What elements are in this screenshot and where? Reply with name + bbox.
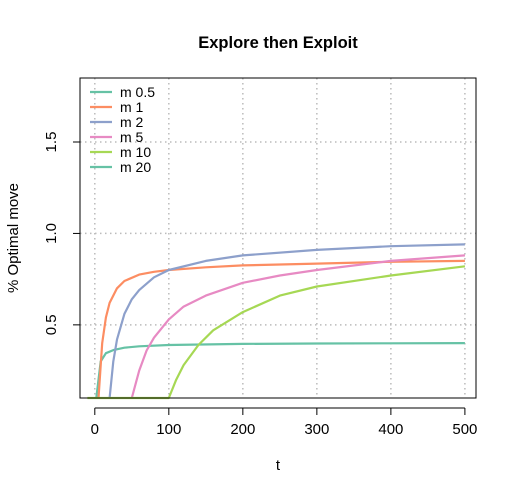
x-axis-label: t	[276, 457, 281, 474]
y-tick-label: 1.5	[43, 132, 60, 153]
series-line	[87, 265, 466, 400]
chart-title: Explore then Exploit	[198, 34, 358, 52]
legend-label: m 5	[120, 129, 144, 145]
x-tick-label: 500	[452, 421, 477, 438]
legend-label: m 10	[120, 144, 151, 160]
legend-label: m 1	[120, 99, 144, 115]
legend-label: m 0.5	[120, 84, 155, 100]
x-tick-label: 100	[156, 421, 181, 438]
y-tick-label: 0.5	[43, 314, 60, 335]
x-tick-label: 300	[304, 421, 329, 438]
y-axis-label: % Optimal move	[5, 183, 22, 293]
series-line	[95, 342, 465, 399]
x-tick-label: 0	[91, 421, 99, 438]
x-tick-label: 200	[230, 421, 255, 438]
legend: m 0.5m 1m 2m 5m 10m 20	[90, 84, 155, 175]
y-axis: 0.5 1.0 1.5	[43, 132, 81, 335]
x-tick-label: 400	[378, 421, 403, 438]
y-tick-label: 1.0	[43, 223, 60, 244]
series-line	[130, 254, 465, 399]
series-group	[87, 243, 466, 400]
grid	[80, 78, 476, 398]
legend-label: m 2	[120, 114, 144, 130]
series-line	[97, 259, 465, 399]
legend-label: m 20	[120, 159, 151, 175]
x-axis: 0 100 200 300 400 500	[91, 407, 477, 438]
series-line	[108, 243, 465, 399]
